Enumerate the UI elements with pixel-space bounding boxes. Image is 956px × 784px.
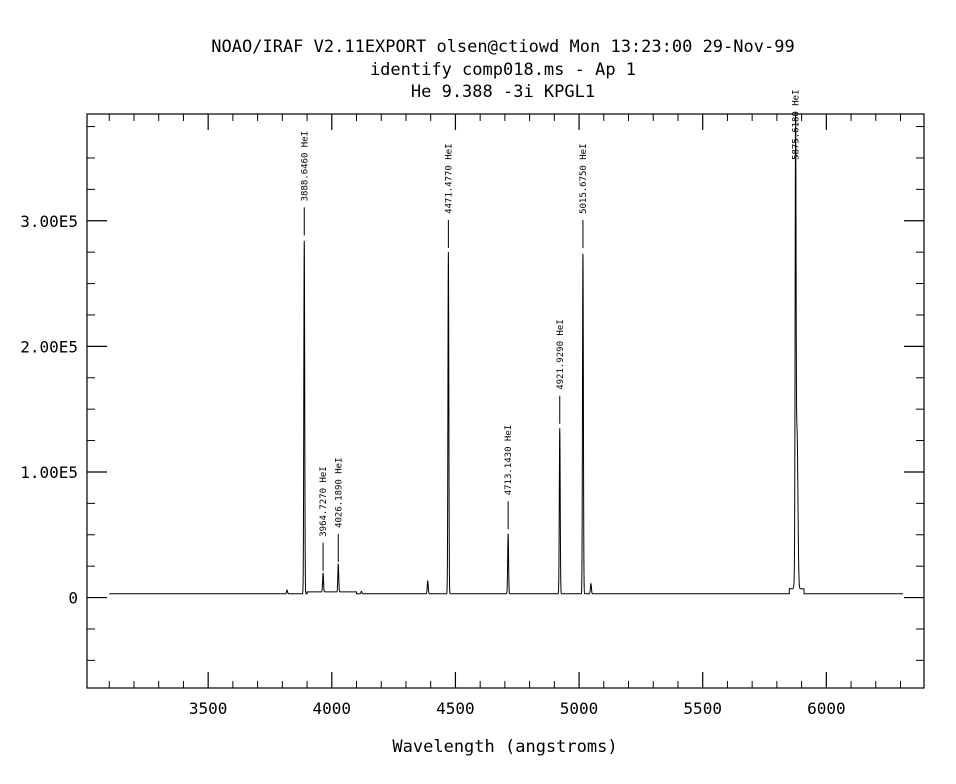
line-label: 4713.1430 HeI xyxy=(504,425,514,495)
plot-frame xyxy=(86,113,925,689)
chart-subtitle-2: He 9.388 -3i KPGL1 xyxy=(411,82,595,102)
y-tick-label: 1.00E5 xyxy=(20,463,78,482)
x-tick-label: 5000 xyxy=(560,699,599,718)
x-tick-label: 6000 xyxy=(807,699,846,718)
chart-subtitle-1: identify comp018.ms - Ap 1 xyxy=(370,60,636,80)
y-tick-label: 3.00E5 xyxy=(20,212,78,231)
line-label: 4921.9290 HeI xyxy=(556,319,566,389)
y-tick-label: 0 xyxy=(68,589,78,608)
x-tick-label: 3500 xyxy=(189,699,228,718)
y-axis-ticks: 0 1.00E5 2.00E5 3.00E5 xyxy=(20,126,924,661)
line-label: 3888.6460 HeI xyxy=(300,131,310,201)
x-axis-ticks: 3500 4000 4500 5000 5500 6000 xyxy=(108,114,902,718)
line-label: 5015.6750 HeI xyxy=(579,143,589,213)
x-axis-label: Wavelength (angstroms) xyxy=(392,737,617,757)
line-label: 5875.6180 HeI xyxy=(792,89,802,159)
line-markers xyxy=(303,165,797,571)
chart-title: NOAO/IRAF V2.11EXPORT olsen@ctiowd Mon 1… xyxy=(211,37,794,57)
line-label: 3964.7270 HeI xyxy=(319,466,329,536)
line-labels: 3888.6460 HeI 3964.7270 HeI 4026.1890 HeI 4… xyxy=(300,89,801,536)
line-label: 4471.4770 HeI xyxy=(444,143,454,213)
x-tick-label: 4500 xyxy=(436,699,475,718)
x-tick-label: 4000 xyxy=(313,699,352,718)
x-tick-label: 5500 xyxy=(683,699,722,718)
spectrum-trace xyxy=(109,111,903,595)
y-tick-label: 2.00E5 xyxy=(20,337,78,356)
line-label: 4026.1890 HeI xyxy=(334,457,344,527)
